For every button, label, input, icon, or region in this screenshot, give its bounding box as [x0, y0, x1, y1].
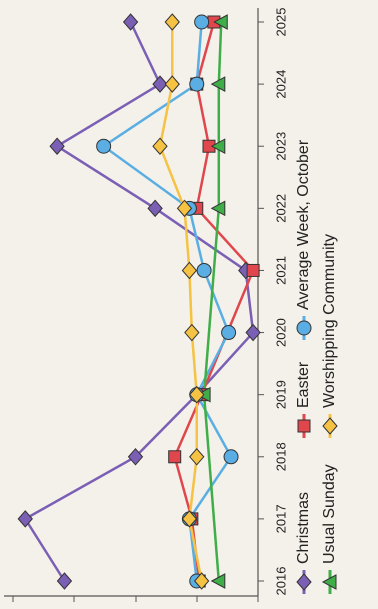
data-point-worshipping-community: [152, 137, 168, 155]
data-point-average-week-october: [189, 76, 205, 92]
data-point-worshipping-community: [164, 13, 180, 31]
legend-label-christmas: Christmas: [295, 492, 312, 564]
x-tick-label: 2017: [273, 504, 288, 533]
data-point-christmas: [152, 75, 168, 93]
legend-item-christmas: Christmas: [295, 492, 312, 594]
data-point-christmas: [17, 510, 33, 528]
series-line-christmas: [24, 21, 255, 582]
data-point-worshipping-community: [184, 323, 200, 342]
legend-marker-christmas: [296, 573, 312, 591]
data-point-usual-sunday: [210, 76, 226, 92]
data-point-worshipping-community: [181, 261, 198, 280]
data-point-average-week-october: [194, 14, 210, 30]
series-markers: [17, 13, 261, 590]
legend-item-worshipping-community: Worshipping Community: [321, 234, 338, 438]
data-point-worshipping-community: [176, 199, 193, 218]
series-lines: [24, 21, 255, 582]
data-point-average-week-october: [96, 138, 112, 154]
chart-legend: Christmas Usual Sunday Easter Worshipping C…: [295, 139, 338, 594]
legend-item-average-week-october: Average Week, October: [295, 139, 312, 340]
data-point-average-week-october: [223, 449, 239, 465]
data-point-average-week-october: [221, 325, 237, 341]
legend-item-usual-sunday: Usual Sunday: [321, 464, 338, 594]
legend-label-worshipping-community: Worshipping Community: [321, 234, 338, 408]
x-tick-label: 2020: [273, 318, 288, 347]
data-point-usual-sunday: [210, 573, 226, 589]
x-tick-label: 2018: [273, 442, 288, 471]
series-line-usual-sunday: [202, 21, 223, 582]
x-tick-label: 2022: [273, 194, 288, 223]
legend-label-average-week-october: Average Week, October: [295, 139, 312, 310]
x-tick-label: 2023: [273, 132, 288, 161]
chart-axes: 2016 2017 2018 2019 2020 2021 2022 2023 2024 2025…: [4, 8, 288, 602]
data-point-christmas: [245, 323, 261, 342]
x-tick-label: 2016: [273, 567, 288, 596]
data-point-worshipping-community: [181, 510, 198, 528]
data-point-christmas: [49, 137, 65, 155]
data-point-average-week-october: [196, 262, 212, 278]
x-tick-label: 2025: [273, 8, 288, 37]
data-point-worshipping-community: [189, 385, 205, 404]
x-tick-label: 2021: [273, 256, 288, 285]
data-point-usual-sunday: [210, 138, 226, 155]
x-tick-label: 2019: [273, 380, 288, 409]
data-point-easter: [168, 450, 182, 464]
series-line-easter: [173, 21, 255, 582]
legend-marker-easter: [297, 419, 311, 433]
legend-marker-usual-sunday: [321, 574, 337, 590]
x-tick-label: 2024: [273, 70, 288, 99]
data-point-worshipping-community: [164, 75, 180, 93]
data-point-usual-sunday: [213, 14, 228, 30]
legend-label-usual-sunday: Usual Sunday: [321, 464, 338, 564]
data-point-christmas: [122, 13, 139, 31]
data-point-christmas: [56, 572, 73, 590]
data-point-christmas: [147, 199, 163, 218]
data-point-christmas: [127, 448, 144, 466]
data-point-worshipping-community: [189, 448, 205, 466]
legend-marker-worshipping-community: [322, 417, 338, 435]
data-point-easter: [246, 263, 260, 277]
series-line-worshipping-community: [158, 22, 203, 582]
data-point-worshipping-community: [193, 572, 210, 590]
legend-label-easter: Easter: [295, 361, 312, 408]
data-point-usual-sunday: [210, 200, 226, 217]
legend-item-easter: Easter: [295, 361, 312, 438]
legend-marker-average-week-october: [296, 320, 312, 336]
